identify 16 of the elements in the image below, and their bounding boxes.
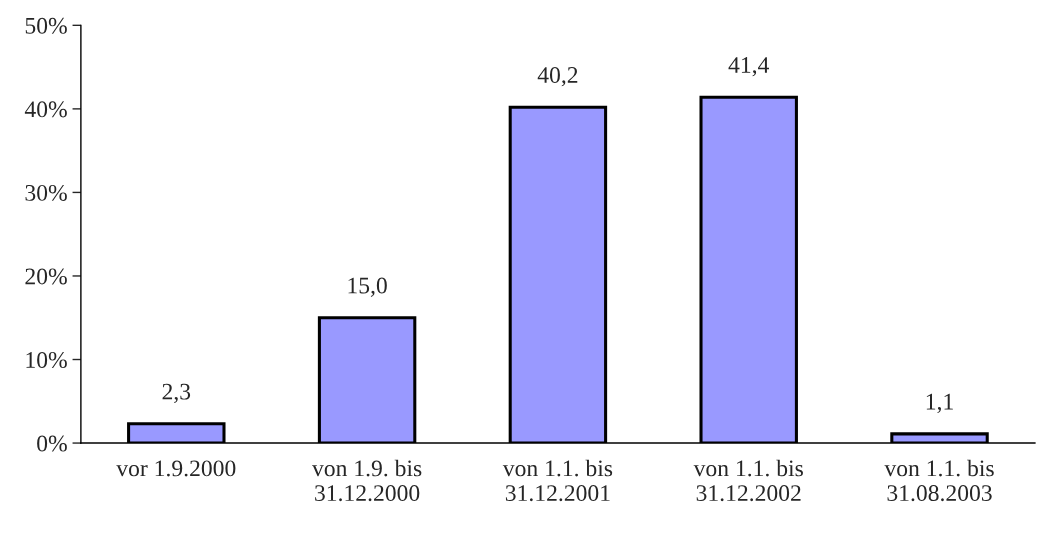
data-label: 41,4 [728,57,769,77]
y-tick-label: 20% [25,268,67,285]
y-tick-label: 50% [25,17,67,34]
y-tick-label: 30% [25,184,67,201]
x-tick-label: von 1.9. bis 31.12.2000 [312,459,422,502]
data-label: 40,2 [537,67,578,87]
x-tick-label: von 1.1. bis 31.12.2001 [502,459,613,502]
data-label: 15,0 [348,277,387,297]
y-tick-label: 10% [26,352,67,369]
x-tick-label: von 1.1. bis 31.08.2003 [884,459,994,502]
data-label: 1,1 [926,393,953,414]
y-tick-label: 40% [24,101,67,118]
data-label: 2,3 [162,383,191,403]
y-tick-label: 0% [37,435,67,452]
x-tick-label: von 1.1. bis 31.12.2002 [693,459,803,502]
x-tick-label: vor 1.9.2000 [116,460,236,477]
